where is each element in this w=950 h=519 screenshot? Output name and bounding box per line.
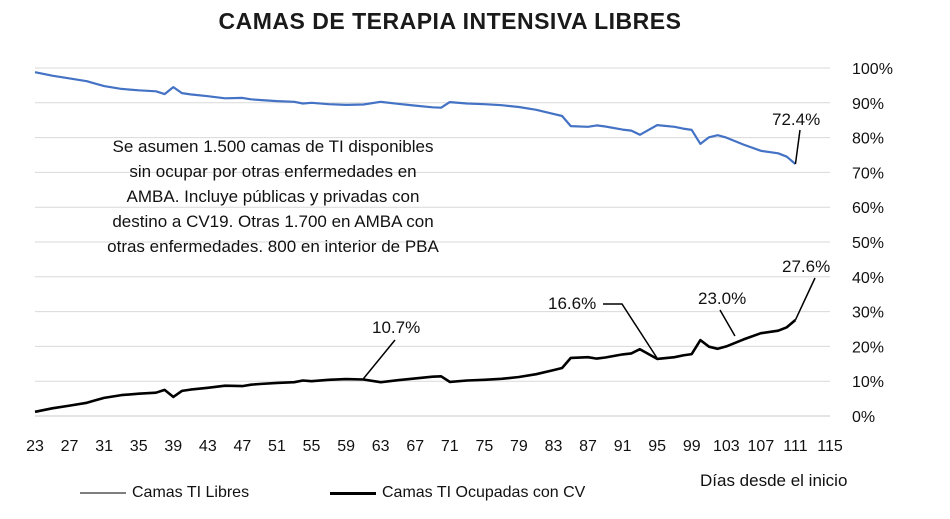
x-tick-label: 31 xyxy=(95,438,113,455)
chart-title: CAMAS DE TERAPIA INTENSIVA LIBRES xyxy=(218,8,682,34)
x-tick-label: 103 xyxy=(713,438,740,455)
x-axis-label: Días desde el inicio xyxy=(700,471,848,490)
x-tick-label: 75 xyxy=(475,438,493,455)
annotation-label: 27.6% xyxy=(782,257,830,276)
y-axis-ticks: 0% 10% 20% 30% 40% 50% 60% 70% 80% 90% 100% xyxy=(852,61,893,426)
x-tick-label: 99 xyxy=(683,438,701,455)
x-tick-label: 67 xyxy=(406,438,424,455)
y-tick-label: 50% xyxy=(852,235,884,252)
y-tick-label: 100% xyxy=(852,61,893,78)
y-tick-label: 40% xyxy=(852,270,884,287)
annotation-leader xyxy=(719,309,736,337)
x-tick-label: 79 xyxy=(510,438,528,455)
x-tick-label: 43 xyxy=(199,438,217,455)
y-tick-label: 0% xyxy=(852,409,875,426)
x-axis-ticks: 23 27 31 35 39 43 47 51 55 59 63 67 71 75 79 83 87 91 95 99… xyxy=(26,438,843,455)
x-tick-label: 107 xyxy=(748,438,775,455)
y-tick-label: 80% xyxy=(852,131,884,148)
y-tick-label: 90% xyxy=(852,96,884,113)
annotation-label: 10.7% xyxy=(372,318,420,337)
x-tick-label: 71 xyxy=(441,438,459,455)
y-tick-label: 10% xyxy=(852,374,884,391)
note-line: otras enfermedades. 800 en interior de P… xyxy=(107,237,439,256)
note-line: sin ocupar por otras enfermedades en xyxy=(129,162,417,181)
series-line-ocupadas xyxy=(34,319,797,414)
note-line: Se asumen 1.500 camas de TI disponibles xyxy=(112,137,434,156)
x-tick-label: 35 xyxy=(130,438,148,455)
x-tick-label: 47 xyxy=(233,438,251,455)
x-tick-label: 63 xyxy=(372,438,390,455)
y-tick-label: 70% xyxy=(852,165,884,182)
annotation-leader xyxy=(603,303,658,359)
annotation-label: 16.6% xyxy=(548,294,596,313)
x-tick-label: 115 xyxy=(817,438,843,455)
series-lines xyxy=(34,71,797,414)
x-tick-label: 83 xyxy=(545,438,563,455)
x-tick-label: 27 xyxy=(61,438,79,455)
x-tick-label: 55 xyxy=(303,438,321,455)
annotation-label: 23.0% xyxy=(698,289,746,308)
data-annotations: 72.4% 10.7% 16.6% 23.0% 27.6% xyxy=(362,110,830,380)
gridlines xyxy=(35,67,830,417)
y-tick-label: 20% xyxy=(852,339,884,356)
y-tick-label: 30% xyxy=(852,305,884,322)
series-line-libres xyxy=(34,71,797,165)
x-tick-label: 87 xyxy=(579,438,597,455)
annotation-leader xyxy=(362,339,396,380)
annotation-leader xyxy=(794,129,801,165)
x-tick-label: 39 xyxy=(164,438,182,455)
note-line: AMBA. Incluye públicas y privadas con xyxy=(126,187,420,206)
x-tick-label: 51 xyxy=(268,438,286,455)
x-tick-label: 111 xyxy=(783,438,807,455)
note-line: destino a CV19. Otras 1.700 en AMBA con xyxy=(112,212,434,231)
x-tick-label: 91 xyxy=(614,438,632,455)
x-tick-label: 95 xyxy=(648,438,666,455)
chart-note: Se asumen 1.500 camas de TI disponibles … xyxy=(38,134,508,259)
x-tick-label: 23 xyxy=(26,438,44,455)
y-tick-label: 60% xyxy=(852,200,884,217)
x-tick-label: 59 xyxy=(337,438,355,455)
annotation-leader xyxy=(794,277,816,321)
annotation-label: 72.4% xyxy=(772,110,820,129)
